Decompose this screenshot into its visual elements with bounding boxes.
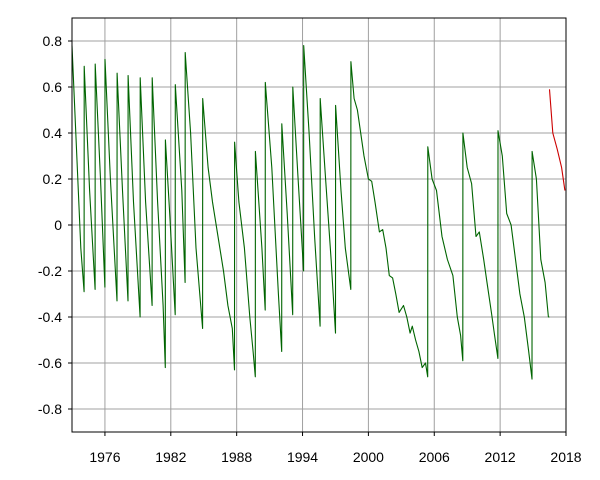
x-axis-ticks: 1976 1982 1988 1994 2000 2006 2012 2018 [89,432,582,465]
y-tick-label: 0.2 [43,171,63,187]
x-tick-label: 2000 [353,449,384,465]
y-tick-label: -0.6 [38,355,62,371]
y-tick-label: -0.2 [38,263,62,279]
y-tick-label: 0 [54,217,62,233]
y-tick-label: -0.4 [38,309,62,325]
y-tick-label: -0.8 [38,401,62,417]
x-tick-label: 2018 [550,449,581,465]
y-axis-ticks: 0.8 0.6 0.4 0.2 0 -0.2 -0.4 -0.6 -0.8 [38,33,72,417]
x-tick-label: 1976 [89,449,120,465]
y-tick-label: 0.4 [43,125,63,141]
x-tick-label: 1982 [155,449,186,465]
y-tick-label: 0.6 [43,79,63,95]
x-tick-label: 1988 [221,449,252,465]
series-line-1 [548,89,566,191]
y-tick-label: 0.8 [43,33,63,49]
x-tick-label: 2006 [419,449,450,465]
x-tick-label: 1994 [287,449,318,465]
series-lines [71,45,566,380]
x-tick-label: 2012 [485,449,516,465]
series-line-0 [71,45,550,380]
